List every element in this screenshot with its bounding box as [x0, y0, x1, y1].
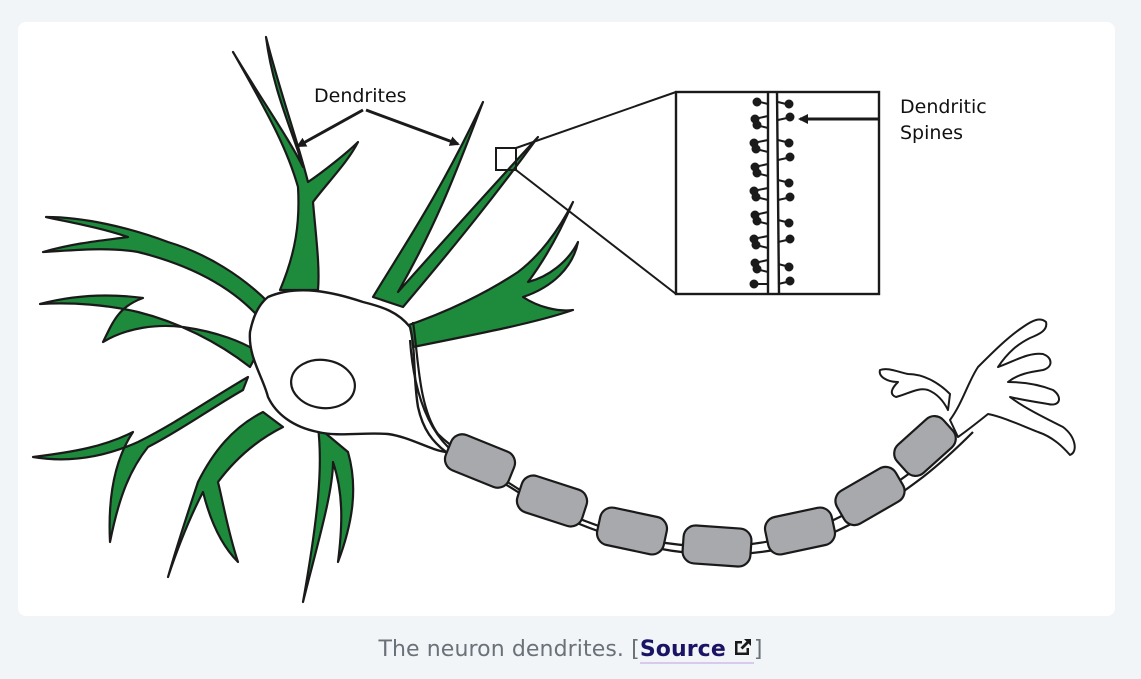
- dendrite-bottom-left: [166, 410, 285, 579]
- dendrite-upper-right: [371, 100, 540, 309]
- figure-caption: The neuron dendrites. [Source]: [0, 636, 1141, 664]
- dendrite-right: [401, 200, 580, 349]
- label-dendritic: Dendritic: [900, 96, 987, 118]
- dendrite-top: [231, 35, 360, 292]
- dendrite-left-lower: [31, 375, 250, 544]
- dendrite-bottom: [301, 425, 355, 604]
- dendrite-left: [38, 294, 260, 369]
- dendrite-left-upper: [41, 215, 270, 324]
- source-link[interactable]: Source: [639, 636, 754, 664]
- dendrites: [31, 35, 580, 604]
- spines-inset: [674, 90, 881, 296]
- caption-close: ]: [753, 637, 763, 662]
- axon: [408, 321, 974, 556]
- axon-terminals: [878, 318, 1076, 456]
- dendrites-callout: Dendrites: [296, 85, 460, 148]
- caption-text: The neuron dendrites. [: [378, 637, 640, 662]
- label-dendrites: Dendrites: [314, 85, 407, 107]
- spines: [749, 97, 795, 289]
- neuron-diagram: Dendrites: [31, 35, 1076, 604]
- label-spines: Spines: [900, 122, 963, 144]
- source-link-label[interactable]: Source: [639, 637, 726, 662]
- zoom-callout: [495, 91, 677, 295]
- myelin-sheaths: [443, 414, 957, 568]
- nucleus: [290, 358, 356, 410]
- figure-card: Dendrites: [18, 22, 1115, 616]
- external-link-icon[interactable]: [732, 636, 754, 658]
